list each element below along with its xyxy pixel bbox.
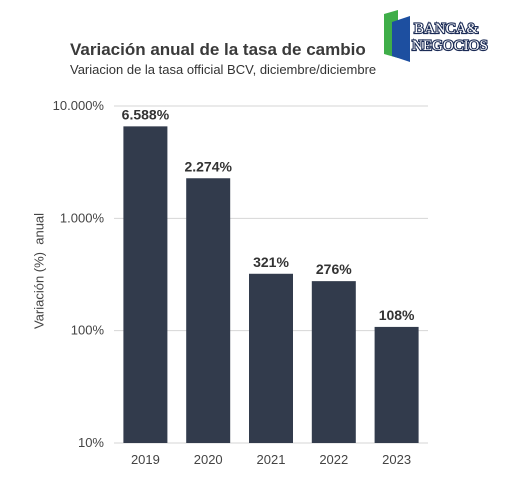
banca-negocios-logo: BANCA& NEGOCIOS xyxy=(384,10,489,62)
x-tick-label: 2020 xyxy=(194,452,223,467)
bar xyxy=(374,326,419,443)
y-tick-label: 100% xyxy=(71,323,105,338)
y-tick-label: 10% xyxy=(78,435,104,450)
data-label: 276% xyxy=(316,261,352,277)
chart-title: Variación anual de la tasa de cambio xyxy=(70,40,366,59)
bar xyxy=(311,281,356,443)
bar xyxy=(249,273,293,443)
x-tick-label: 2019 xyxy=(131,452,160,467)
x-tick-label: 2023 xyxy=(382,452,411,467)
y-tick-label: 10.000% xyxy=(53,98,105,113)
data-label: 2.274% xyxy=(184,158,232,174)
data-label: 321% xyxy=(253,254,289,270)
bar xyxy=(123,126,168,443)
logo-text-line1: BANCA& xyxy=(414,21,479,37)
data-label: 6.588% xyxy=(122,106,170,122)
x-tick-label: 2022 xyxy=(319,452,348,467)
logo-text-line2: NEGOCIOS xyxy=(412,38,488,54)
bar xyxy=(186,178,231,443)
x-tick-label: 2021 xyxy=(257,452,286,467)
chart-subtitle: Variacion de la tasa official BCV, dicie… xyxy=(70,62,377,77)
logo-mark-blue xyxy=(392,16,410,62)
y-tick-label: 1.000% xyxy=(60,210,105,225)
data-label: 108% xyxy=(379,307,415,323)
